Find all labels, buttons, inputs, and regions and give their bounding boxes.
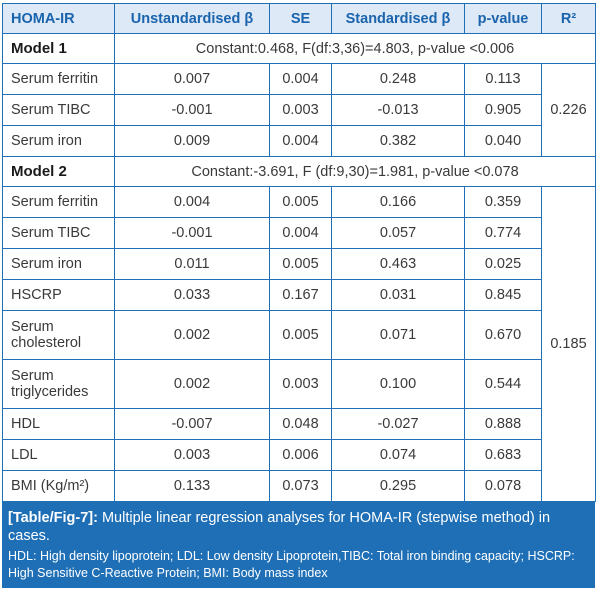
header-se: SE [269,3,332,34]
table-row: Serum ferritin 0.004 0.005 0.166 0.359 0.185 [2,186,596,502]
unstandardised-beta-cell: 0.009 [114,125,270,157]
p-value-cell: 0.905 [464,94,542,126]
table-row: Serum TIBC -0.001 0.004 0.057 0.774 [2,217,596,249]
table-row: Serum iron 0.009 0.004 0.382 0.040 [2,125,596,157]
unstandardised-beta-cell: 0.002 [114,310,270,360]
standardised-beta-cell: 0.100 [331,359,465,409]
unstandardised-beta-cell: -0.001 [114,217,270,249]
p-value-cell: 0.670 [464,310,542,360]
table-row: Serum ferritin 0.007 0.004 0.248 0.113 0.226 [2,63,596,157]
table-row: Serum TIBC -0.001 0.003 -0.013 0.905 [2,94,596,126]
variable-name-cell: Serum TIBC [2,94,115,126]
se-cell: 0.048 [269,408,332,440]
standardised-beta-cell: 0.295 [331,470,465,502]
r-squared-cell: 0.185 [541,186,596,502]
se-cell: 0.003 [269,359,332,409]
p-value-cell: 0.845 [464,279,542,311]
model-header-row: Model 2 Constant:-3.691, F (df:9,30)=1.98… [2,156,596,187]
header-row: HOMA-IR Unstandardised β SE Standardised… [2,3,596,34]
unstandardised-beta-cell: 0.007 [114,63,270,95]
p-value-cell: 0.774 [464,217,542,249]
header-r-squared: R² [541,3,596,34]
table-body: Model 1 Constant:0.468, F(df:3,36)=4.803,… [2,33,596,502]
table-row: Serum cholesterol 0.002 0.005 0.071 0.670 [2,310,596,360]
se-cell: 0.006 [269,439,332,471]
standardised-beta-cell: 0.463 [331,248,465,280]
table-row: Serum iron 0.011 0.005 0.463 0.025 [2,248,596,280]
model-header-row: Model 1 Constant:0.468, F(df:3,36)=4.803,… [2,33,596,64]
unstandardised-beta-cell: 0.004 [114,186,270,218]
standardised-beta-cell: -0.027 [331,408,465,440]
unstandardised-beta-cell: 0.011 [114,248,270,280]
standardised-beta-cell: 0.166 [331,186,465,218]
variable-name-cell: Serum iron [2,125,115,157]
p-value-cell: 0.544 [464,359,542,409]
variable-name-cell: Serum TIBC [2,217,115,249]
table-caption: [Table/Fig-7]: Multiple linear regressio… [2,502,595,588]
se-cell: 0.005 [269,186,332,218]
caption-text: Multiple linear regression analyses for … [8,510,551,544]
model-description: Constant:-3.691, F (df:9,30)=1.981, p-va… [114,156,596,187]
unstandardised-beta-cell: 0.133 [114,470,270,502]
se-cell: 0.073 [269,470,332,502]
model-label: Model 2 [2,156,115,187]
variable-name-cell: HDL [2,408,115,440]
table-row: LDL 0.003 0.006 0.074 0.683 [2,439,596,471]
p-value-cell: 0.888 [464,408,542,440]
table-figure: HOMA-IR Unstandardised β SE Standardised… [2,3,596,588]
se-cell: 0.005 [269,310,332,360]
se-cell: 0.004 [269,63,332,95]
p-value-cell: 0.683 [464,439,542,471]
standardised-beta-cell: 0.248 [331,63,465,95]
header-p-value: p-value [464,3,542,34]
unstandardised-beta-cell: 0.033 [114,279,270,311]
caption-abbreviations: HDL: High density lipoprotein; LDL: Low … [8,549,575,580]
p-value-cell: 0.078 [464,470,542,502]
variable-name-cell: HSCRP [2,279,115,311]
table-row: Serum triglycerides 0.002 0.003 0.100 0.544 [2,359,596,409]
variable-name-cell: BMI (Kg/m²) [2,470,115,502]
header-standardised-beta: Standardised β [331,3,465,34]
table-row: BMI (Kg/m²) 0.133 0.073 0.295 0.078 [2,470,596,502]
standardised-beta-cell: 0.031 [331,279,465,311]
model-description: Constant:0.468, F(df:3,36)=4.803, p-valu… [114,33,596,64]
standardised-beta-cell: 0.382 [331,125,465,157]
unstandardised-beta-cell: 0.002 [114,359,270,409]
variable-name-cell: LDL [2,439,115,471]
header-unstandardised-beta: Unstandardised β [114,3,270,34]
se-cell: 0.003 [269,94,332,126]
se-cell: 0.167 [269,279,332,311]
variable-name-cell: Serum triglycerides [2,359,115,409]
se-cell: 0.005 [269,248,332,280]
caption-label: [Table/Fig-7]: [8,510,98,526]
caption-title: [Table/Fig-7]: Multiple linear regressio… [8,509,589,545]
unstandardised-beta-cell: -0.001 [114,94,270,126]
table-row: HSCRP 0.033 0.167 0.031 0.845 [2,279,596,311]
variable-name-cell: Serum ferritin [2,186,115,218]
se-cell: 0.004 [269,217,332,249]
table-row: HDL -0.007 0.048 -0.027 0.888 [2,408,596,440]
regression-table: HOMA-IR Unstandardised β SE Standardised… [2,3,596,502]
unstandardised-beta-cell: 0.003 [114,439,270,471]
standardised-beta-cell: 0.057 [331,217,465,249]
standardised-beta-cell: -0.013 [331,94,465,126]
se-cell: 0.004 [269,125,332,157]
header-homa-ir: HOMA-IR [2,3,115,34]
variable-name-cell: Serum cholesterol [2,310,115,360]
r-squared-cell: 0.226 [541,63,596,157]
p-value-cell: 0.040 [464,125,542,157]
p-value-cell: 0.359 [464,186,542,218]
standardised-beta-cell: 0.071 [331,310,465,360]
p-value-cell: 0.025 [464,248,542,280]
model-label: Model 1 [2,33,115,64]
p-value-cell: 0.113 [464,63,542,95]
unstandardised-beta-cell: -0.007 [114,408,270,440]
variable-name-cell: Serum iron [2,248,115,280]
standardised-beta-cell: 0.074 [331,439,465,471]
variable-name-cell: Serum ferritin [2,63,115,95]
